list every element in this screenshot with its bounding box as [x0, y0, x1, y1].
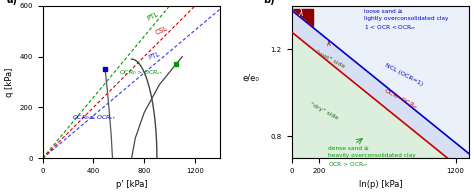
Text: OCR=OCR$_{cr}$: OCR=OCR$_{cr}$	[382, 86, 420, 112]
X-axis label: ln(p) [kPa]: ln(p) [kPa]	[358, 179, 402, 189]
Polygon shape	[292, 32, 469, 176]
X-axis label: p' [kPa]: p' [kPa]	[116, 179, 147, 189]
Text: $\kappa$: $\kappa$	[326, 39, 332, 48]
Text: "wet" side: "wet" side	[315, 49, 346, 69]
Polygon shape	[293, 9, 313, 26]
Text: PTL: PTL	[147, 51, 161, 61]
Polygon shape	[292, 6, 469, 154]
Text: $OCR_0 > OCR_{cr}$: $OCR_0 > OCR_{cr}$	[119, 68, 163, 77]
Text: b): b)	[263, 0, 275, 5]
Text: loose sand ≅
lightly overconsolidated clay
1 < OCR < OCR$_{cr}$: loose sand ≅ lightly overconsolidated cl…	[364, 9, 448, 32]
Y-axis label: q [kPa]: q [kPa]	[5, 67, 14, 97]
Text: "dry" side: "dry" side	[309, 102, 339, 121]
Text: NCL (OCR=1): NCL (OCR=1)	[384, 62, 424, 86]
Text: a): a)	[7, 0, 18, 5]
Y-axis label: e/e₀: e/e₀	[243, 73, 259, 82]
Text: $\lambda$: $\lambda$	[298, 7, 304, 18]
Text: $OCR_0 \leq OCR_{cr}$: $OCR_0 \leq OCR_{cr}$	[72, 113, 116, 122]
Text: dense sand ≅
heavily overconsolidated clay
OCR > OCR$_{cr}$: dense sand ≅ heavily overconsolidated cl…	[328, 146, 416, 169]
Polygon shape	[292, 10, 469, 176]
Text: PTL: PTL	[146, 11, 160, 22]
Text: CSL: CSL	[155, 25, 169, 36]
